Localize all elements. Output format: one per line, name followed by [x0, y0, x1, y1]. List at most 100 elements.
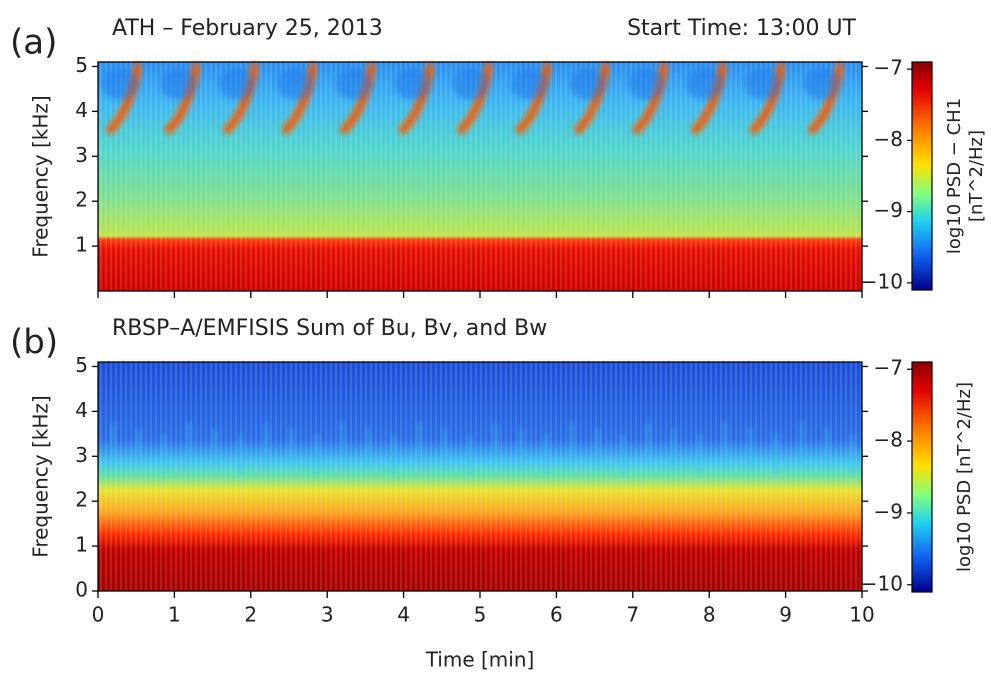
y-tick-label: 3 [75, 143, 88, 167]
spectrogram-texture [543, 434, 550, 474]
spectrogram-texture [518, 428, 524, 468]
chorus-element [516, 63, 549, 134]
spectrogram-texture [263, 422, 269, 462]
panel-label: (b) [10, 323, 58, 363]
spectrogram-texture [645, 422, 652, 462]
chorus-element [574, 63, 608, 134]
chorus-shadow [394, 68, 431, 100]
y-tick-label: 2 [75, 188, 88, 212]
spectrogram-texture [212, 428, 218, 468]
x-tick-label: 4 [397, 603, 410, 627]
x-tick-label: 10 [849, 603, 874, 627]
chorus-element [399, 63, 432, 134]
y-tick-label: 5 [75, 53, 88, 77]
chorus-element [808, 63, 842, 134]
spectrogram-texture [365, 428, 371, 468]
spectrogram-texture [441, 428, 448, 468]
colorbar-label: log10 PSD − CH1 [944, 98, 965, 254]
y-tick-label: 4 [75, 398, 88, 422]
panel-title: ATH – February 25, 2013 [112, 16, 383, 41]
colorbar [911, 361, 933, 593]
x-tick-label: 6 [550, 603, 563, 627]
chorus-shadow [277, 68, 314, 100]
spectrogram-texture [467, 434, 473, 474]
chorus-element [691, 63, 725, 134]
spectrogram-texture [314, 434, 320, 474]
chorus-shadow [453, 68, 489, 100]
chorus-shadow [102, 68, 138, 100]
x-axis-label: Time [min] [425, 648, 535, 672]
chorus-shadow [511, 68, 548, 100]
spectrogram-texture [798, 422, 805, 462]
chorus-shadow [160, 68, 197, 100]
spectrogram-texture [161, 434, 167, 474]
x-tick-label: 9 [779, 603, 792, 627]
chorus-element [340, 63, 374, 134]
spectrogram-texture [288, 428, 295, 468]
y-axis-label: Frequency [kHz] [29, 395, 53, 557]
x-tick-label: 3 [321, 603, 334, 627]
colorbar-label: [nT^2/Hz] [966, 130, 987, 222]
spectrogram-texture [98, 362, 862, 591]
panel-title: RBSP–A/EMFISIS Sum of Bu, Bv, and Bw [112, 316, 547, 341]
spectrogram-texture [492, 422, 499, 462]
spectrogram-texture [773, 434, 779, 474]
y-axis-label: Frequency [kHz] [29, 95, 53, 257]
y-tick-label: 0 [75, 578, 88, 602]
y-tick-label: 2 [75, 488, 88, 512]
spectrogram-texture [135, 428, 142, 468]
x-tick-label: 5 [474, 603, 487, 627]
colorbar-tick-label: −10 [861, 571, 903, 595]
chorus-shadow [687, 68, 723, 100]
x-tick-label: 8 [703, 603, 716, 627]
spectrogram-texture [110, 422, 116, 462]
chorus-element [223, 63, 257, 134]
spectrogram-texture [824, 428, 830, 468]
chorus-element [106, 63, 140, 134]
spectrogram-texture [339, 422, 346, 462]
spectrogram-texture [416, 422, 422, 462]
chorus-element [165, 63, 198, 134]
spectrogram-texture [620, 434, 626, 474]
x-tick-label: 0 [92, 603, 105, 627]
colorbar-tick-label: −8 [874, 428, 903, 452]
colorbar-tick-label: −7 [874, 356, 903, 380]
chorus-shadow [219, 68, 255, 100]
colorbar-label: log10 PSD [nT^2/Hz] [954, 382, 975, 572]
colorbar-tick-label: −7 [874, 56, 903, 80]
spectrogram-texture [849, 434, 856, 474]
spectrogram-texture [594, 428, 601, 468]
chorus-shadow [628, 68, 665, 100]
chorus-element [282, 63, 315, 134]
y-tick-label: 1 [75, 533, 88, 557]
spectrogram-texture [237, 434, 244, 474]
colorbar-tick-label: −9 [874, 198, 903, 222]
x-tick-label: 1 [168, 603, 181, 627]
panel-subtitle: Start Time: 13:00 UT [627, 16, 856, 41]
spectrogram-texture [569, 422, 575, 462]
chorus-element [633, 63, 666, 134]
chorus-shadow [570, 68, 606, 100]
chorus-shadow [745, 68, 782, 100]
spectrogram-texture [390, 434, 397, 474]
x-tick-label: 2 [244, 603, 257, 627]
spectrogram-texture [671, 428, 677, 468]
y-tick-label: 5 [75, 353, 88, 377]
chorus-element [750, 63, 783, 134]
colorbar-tick-label: −8 [874, 127, 903, 151]
spectrogram-texture [696, 434, 703, 474]
spectrogram-texture [747, 428, 754, 468]
y-tick-label: 4 [75, 98, 88, 122]
colorbar-tick-label: −10 [861, 269, 903, 293]
chorus-shadow [804, 68, 840, 100]
spectrogram-texture [186, 422, 193, 462]
colorbar-tick-label: −9 [874, 499, 903, 523]
x-tick-label: 7 [626, 603, 639, 627]
panel-label: (a) [10, 23, 57, 63]
y-tick-label: 3 [75, 443, 88, 467]
spectrogram-texture [722, 422, 728, 462]
chorus-shadow [336, 68, 372, 100]
chorus-element [457, 63, 491, 134]
y-tick-label: 1 [75, 233, 88, 257]
